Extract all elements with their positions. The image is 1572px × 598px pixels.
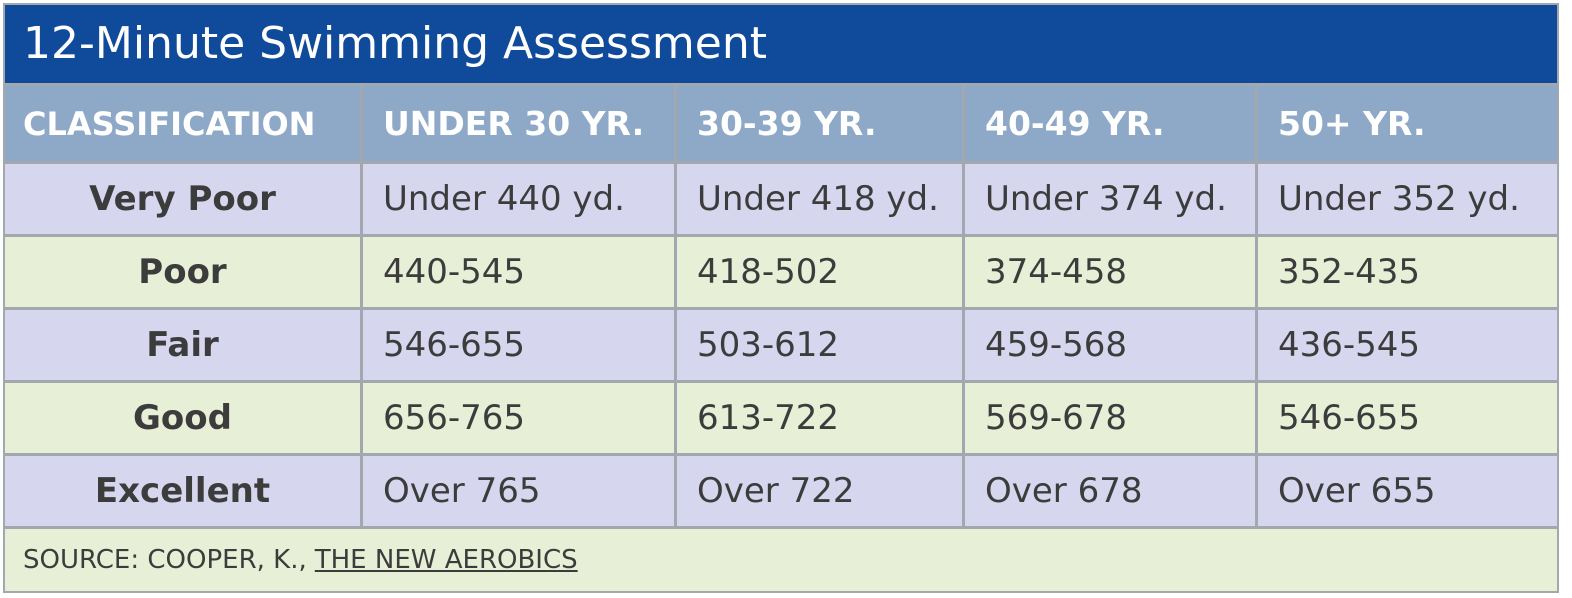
source-note: SOURCE: COOPER, K., THE NEW AEROBICS	[5, 529, 1557, 591]
source-title: THE NEW AEROBICS	[314, 545, 578, 575]
distance-cell: 352-435	[1258, 237, 1557, 307]
distance-cell: Under 352 yd.	[1258, 164, 1557, 234]
distance-cell: Over 765	[363, 456, 674, 526]
table-grid: CLASSIFICATION UNDER 30 YR. 30-39 YR. 40-49…	[5, 86, 1557, 526]
distance-cell: 374-458	[965, 237, 1255, 307]
distance-cell: Over 655	[1258, 456, 1557, 526]
distance-cell: 436-545	[1258, 310, 1557, 380]
distance-cell: 459-568	[965, 310, 1255, 380]
distance-cell: 569-678	[965, 383, 1255, 453]
distance-cell: Under 418 yd.	[677, 164, 962, 234]
distance-cell: Over 722	[677, 456, 962, 526]
distance-cell: 546-655	[1258, 383, 1557, 453]
column-header: CLASSIFICATION	[5, 86, 360, 161]
distance-cell: 613-722	[677, 383, 962, 453]
assessment-table: 12-Minute Swimming Assessment CLASSIFICA…	[3, 3, 1559, 593]
classification-cell: Fair	[5, 310, 360, 380]
distance-cell: Under 440 yd.	[363, 164, 674, 234]
column-header: UNDER 30 YR.	[363, 86, 674, 161]
column-header: 30-39 YR.	[677, 86, 962, 161]
distance-cell: Over 678	[965, 456, 1255, 526]
source-prefix: SOURCE: COOPER, K.,	[23, 545, 307, 575]
table-title: 12-Minute Swimming Assessment	[5, 5, 1557, 83]
classification-cell: Very Poor	[5, 164, 360, 234]
classification-cell: Poor	[5, 237, 360, 307]
distance-cell: 656-765	[363, 383, 674, 453]
column-header: 50+ YR.	[1258, 86, 1557, 161]
distance-cell: 440-545	[363, 237, 674, 307]
distance-cell: Under 374 yd.	[965, 164, 1255, 234]
column-header: 40-49 YR.	[965, 86, 1255, 161]
classification-cell: Excellent	[5, 456, 360, 526]
distance-cell: 418-502	[677, 237, 962, 307]
distance-cell: 546-655	[363, 310, 674, 380]
classification-cell: Good	[5, 383, 360, 453]
distance-cell: 503-612	[677, 310, 962, 380]
